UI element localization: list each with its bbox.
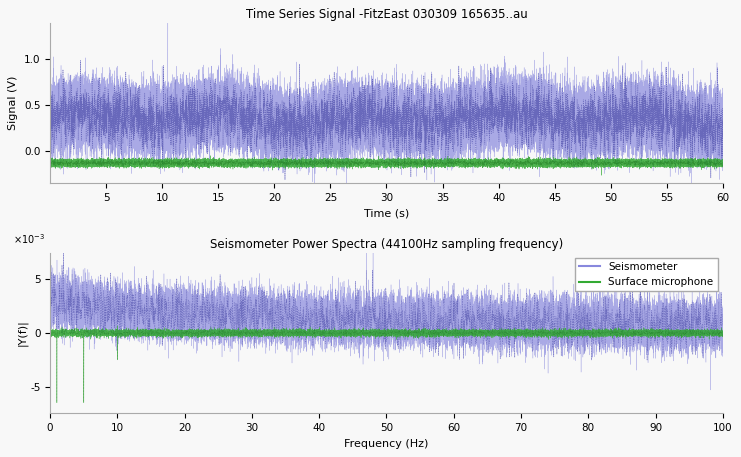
Surface microphone <box>46 331 55 336</box>
Seismometer <box>67 294 76 300</box>
Seismometer <box>46 292 55 298</box>
Text: $\times 10^{-3}$: $\times 10^{-3}$ <box>13 233 45 246</box>
Seismometer <box>368 244 377 250</box>
Y-axis label: |Y(f)|: |Y(f)| <box>17 319 27 346</box>
Seismometer <box>402 336 411 341</box>
Surface microphone <box>719 330 728 335</box>
Seismometer <box>207 306 216 312</box>
X-axis label: Frequency (Hz): Frequency (Hz) <box>345 439 429 449</box>
X-axis label: Time (s): Time (s) <box>364 208 409 218</box>
Surface microphone <box>52 400 61 405</box>
Surface microphone <box>402 334 411 339</box>
Title: Time Series Signal -FitzEast 030309 165635..au: Time Series Signal -FitzEast 030309 1656… <box>245 8 528 21</box>
Seismometer <box>719 320 728 326</box>
Seismometer <box>706 387 715 393</box>
Surface microphone <box>67 329 76 335</box>
Line: Surface microphone: Surface microphone <box>50 326 723 403</box>
Legend: Seismometer, Surface microphone: Seismometer, Surface microphone <box>575 258 717 292</box>
Title: Seismometer Power Spectra (44100Hz sampling frequency): Seismometer Power Spectra (44100Hz sampl… <box>210 239 563 251</box>
Line: Seismometer: Seismometer <box>50 247 723 390</box>
Surface microphone <box>193 335 202 340</box>
Seismometer <box>119 308 128 314</box>
Surface microphone <box>113 323 122 329</box>
Seismometer <box>193 287 202 292</box>
Surface microphone <box>629 329 638 335</box>
Surface microphone <box>207 330 216 336</box>
Y-axis label: Signal (V): Signal (V) <box>8 76 19 130</box>
Surface microphone <box>119 334 128 339</box>
Seismometer <box>629 324 638 329</box>
